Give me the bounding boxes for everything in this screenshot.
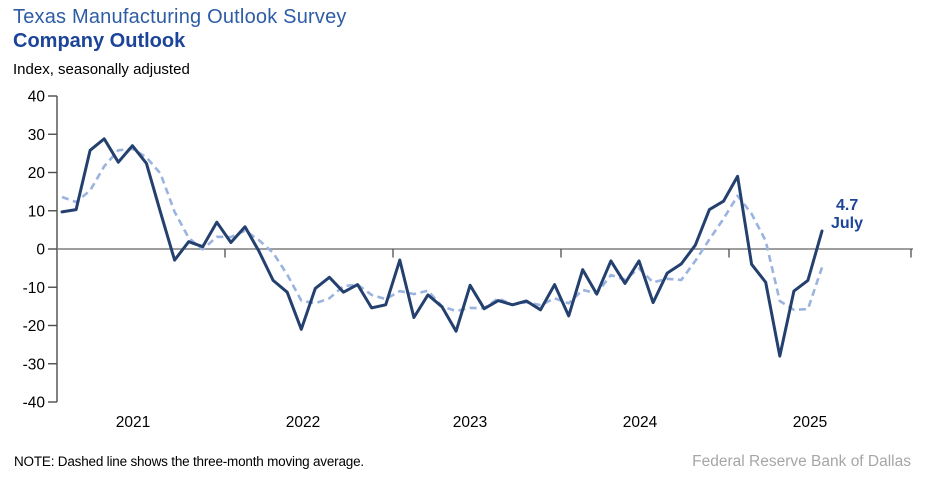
x-axis-year-label: 2021: [116, 414, 150, 431]
y-axis-unit-label: Index, seasonally adjusted: [13, 61, 190, 78]
x-axis-year-label: 2022: [286, 414, 320, 431]
source-label: Federal Reserve Bank of Dallas: [692, 453, 911, 470]
y-axis-tick-label: -20: [23, 318, 46, 335]
y-axis-tick-label: -40: [23, 395, 46, 412]
y-axis-tick-label: -30: [23, 356, 46, 373]
footnote: NOTE: Dashed line shows the three-month …: [14, 454, 364, 469]
y-axis-tick-label: 40: [28, 89, 46, 106]
monthly-line: [60, 137, 824, 358]
latest-month-label: July: [831, 215, 864, 232]
x-axis-year-label: 2024: [623, 414, 658, 431]
moving-average-line: [61, 147, 824, 313]
x-axis-year-label: 2023: [453, 414, 487, 431]
y-axis-tick-label: 20: [28, 165, 46, 182]
y-axis-tick-label: -10: [23, 280, 46, 297]
y-axis-tick-label: 10: [28, 203, 46, 220]
latest-value-label: 4.7: [836, 197, 859, 214]
y-axis-tick-label: 30: [28, 127, 46, 144]
chart-subtitle: Company Outlook: [13, 30, 186, 52]
x-axis-year-label: 2025: [793, 414, 827, 431]
chart-title: Texas Manufacturing Outlook Survey: [13, 6, 347, 28]
y-axis-tick-label: 0: [36, 242, 45, 259]
